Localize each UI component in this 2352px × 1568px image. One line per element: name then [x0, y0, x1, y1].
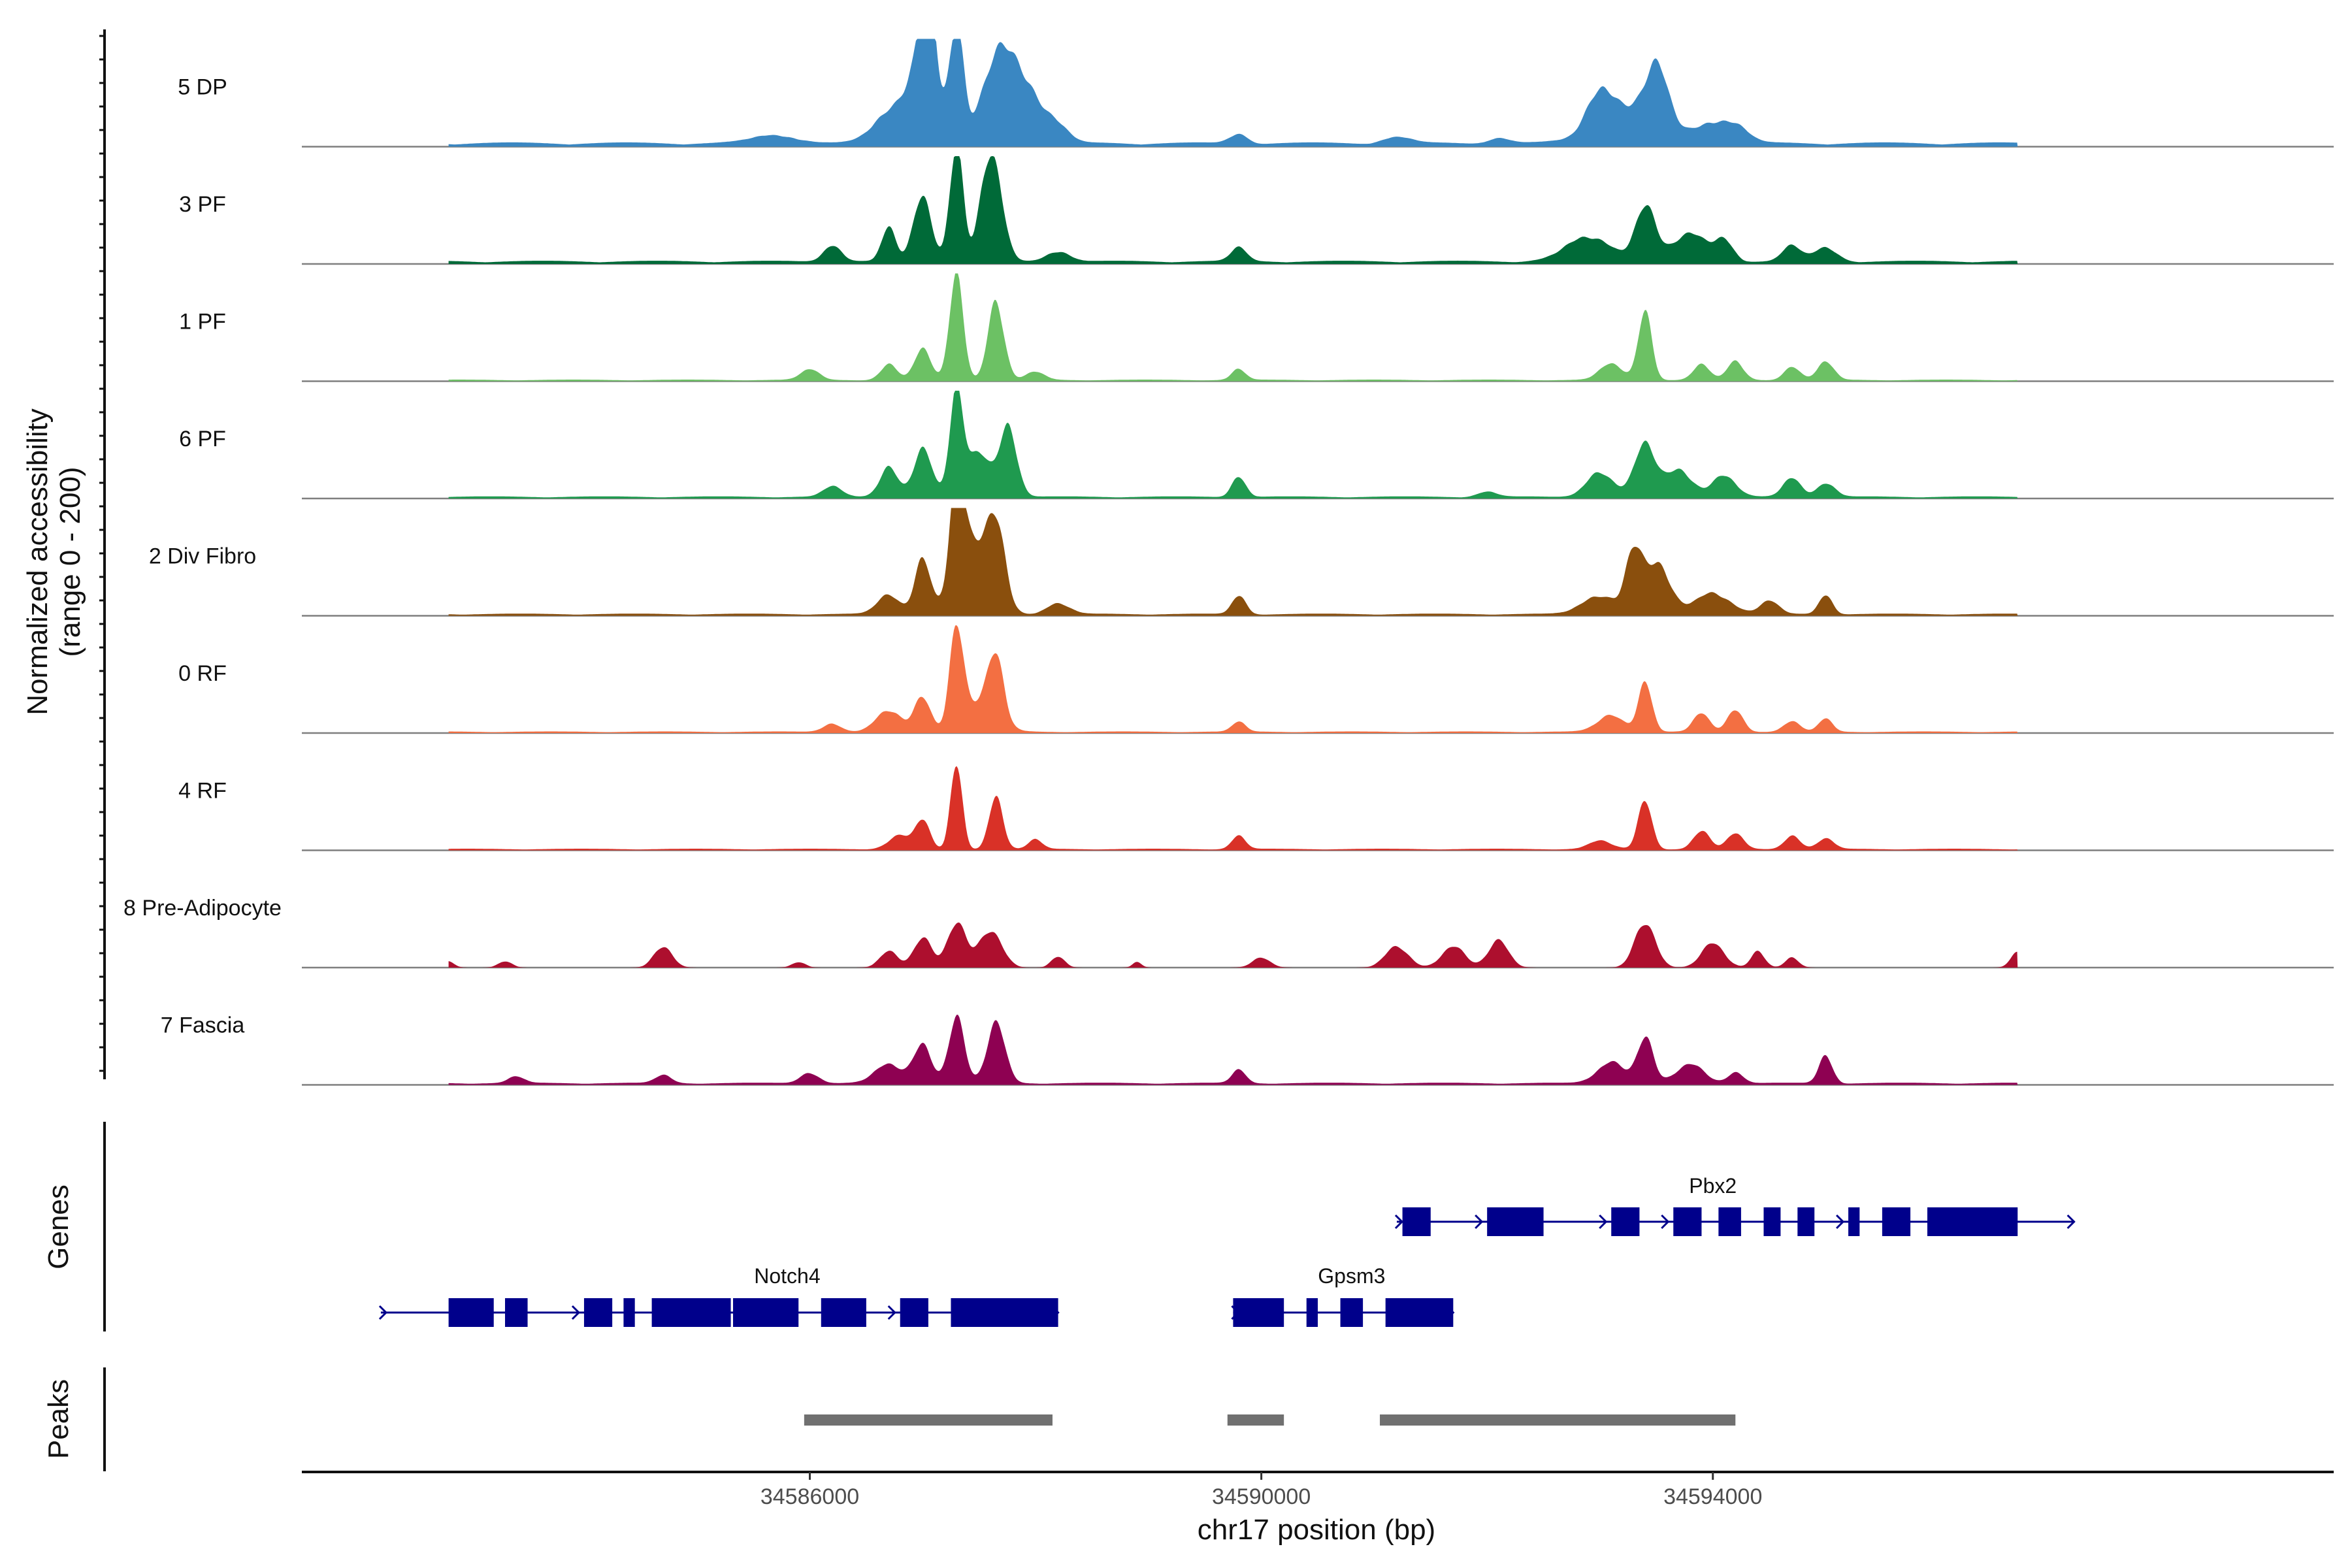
track-label: 8 Pre-Adipocyte	[123, 896, 282, 921]
y-axis-title-line1: Normalized accessibility	[22, 408, 54, 715]
coverage-area-5-dp	[448, 39, 2018, 147]
gene-exon	[505, 1298, 528, 1327]
track-label: 4 RF	[178, 779, 227, 804]
track-label: 1 PF	[179, 310, 226, 335]
gene-exon	[1306, 1298, 1318, 1327]
gene-exon	[1487, 1207, 1544, 1236]
gene-exon	[1797, 1207, 1815, 1236]
track-label: 7 Fascia	[161, 1013, 245, 1038]
accessibility-tracks	[99, 29, 2334, 1086]
x-axis-title: chr17 position (bp)	[1198, 1514, 1435, 1546]
strand-arrow-icon	[1661, 1214, 1670, 1230]
strand-arrow-icon	[1835, 1214, 1845, 1230]
gene-exon	[448, 1298, 494, 1327]
coverage-area-4-rf	[448, 766, 2018, 851]
coverage-area-2-div-fibro	[448, 508, 2018, 616]
x-axis: 34586000 34590000 34594000	[302, 1471, 2334, 1509]
x-tick-label: 34594000	[1663, 1484, 1762, 1509]
y-axis-title-line2: (range 0 - 200)	[54, 466, 86, 657]
track-label: 0 RF	[178, 661, 227, 686]
peak-track	[103, 1367, 1736, 1471]
strand-arrow-icon	[1599, 1214, 1608, 1230]
gene-exon	[1673, 1207, 1702, 1236]
coverage-area-0-rf	[448, 625, 2018, 733]
track-labels: 5 DP 3 PF 1 PF 6 PF 2 Div Fibro 0 RF 4 RF 8 Pre…	[123, 75, 282, 1038]
gene-gpsm3: Gpsm3	[1231, 1264, 1455, 1327]
gene-exon	[1927, 1207, 2018, 1236]
peak-region	[1227, 1414, 1284, 1426]
track-label: 3 PF	[179, 192, 226, 217]
gene-name-label: Pbx2	[1689, 1174, 1737, 1198]
strand-arrow-icon	[571, 1305, 581, 1320]
strand-arrow-icon	[2066, 1214, 2076, 1230]
gene-exon	[1763, 1207, 1781, 1236]
coverage-area-3-pf	[448, 156, 2018, 264]
coverage-area-7-fascia	[448, 1015, 2018, 1085]
gene-exon	[583, 1298, 613, 1327]
gene-exon	[1882, 1207, 1911, 1236]
peak-region	[1380, 1414, 1736, 1426]
gene-annotation-track: Notch4 Gpsm3 Pbx2	[103, 1122, 2076, 1331]
genes-track-label: Genes	[42, 1184, 74, 1269]
strand-arrow-icon	[1394, 1214, 1404, 1230]
coverage-area-8-pre-adipocyte	[448, 923, 2018, 968]
strand-arrow-icon	[1475, 1214, 1484, 1230]
gene-exon	[1340, 1298, 1364, 1327]
gene-exon	[1233, 1298, 1284, 1327]
strand-arrow-icon	[378, 1305, 388, 1320]
gene-exon	[623, 1298, 635, 1327]
gene-exon	[733, 1298, 799, 1327]
track-label: 6 PF	[179, 427, 226, 451]
gene-exon	[1402, 1207, 1431, 1236]
gene-exon	[951, 1298, 1058, 1327]
gene-exon	[1718, 1207, 1741, 1236]
gene-exon	[1848, 1207, 1860, 1236]
gene-name-label: Notch4	[754, 1264, 820, 1288]
gene-pbx2: Pbx2	[1394, 1174, 2076, 1236]
strand-arrow-icon	[887, 1305, 896, 1320]
coverage-area-1-pf	[448, 273, 2018, 382]
gene-name-label: Gpsm3	[1318, 1264, 1385, 1288]
gene-exon	[1385, 1298, 1454, 1327]
track-label: 2 Div Fibro	[149, 544, 256, 569]
peaks-track-label: Peaks	[42, 1379, 74, 1459]
x-tick-label: 34590000	[1212, 1484, 1311, 1509]
coverage-area-6-pf	[448, 391, 2018, 498]
peak-region	[804, 1414, 1053, 1426]
gene-exon	[900, 1298, 928, 1327]
gene-exon	[821, 1298, 866, 1327]
gene-exon	[651, 1298, 731, 1327]
gene-exon	[1611, 1207, 1640, 1236]
gene-notch4: Notch4	[378, 1264, 1060, 1327]
track-label: 5 DP	[178, 75, 227, 100]
x-tick-label: 34586000	[760, 1484, 859, 1509]
